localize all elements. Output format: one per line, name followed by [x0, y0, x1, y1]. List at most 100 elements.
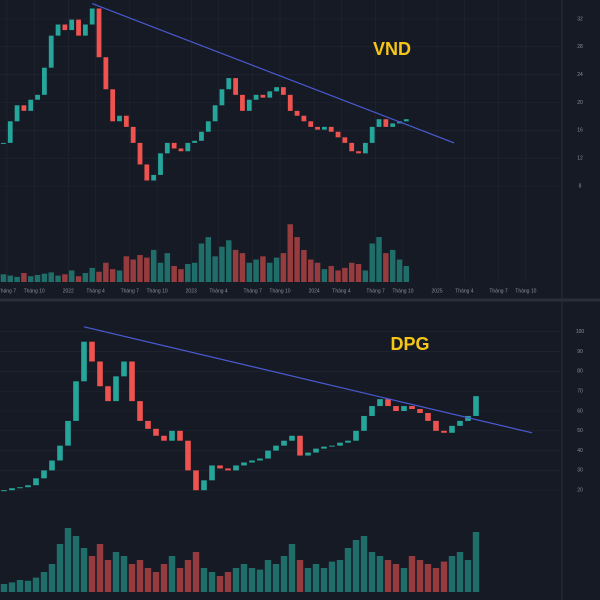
volume-bar	[320, 568, 328, 592]
volume-bar	[336, 560, 344, 592]
candle	[349, 142, 355, 152]
candle	[335, 131, 341, 138]
candle	[48, 35, 54, 68]
candle	[353, 430, 359, 441]
volume-bar	[185, 264, 191, 282]
candle	[1, 142, 6, 144]
y-tick-label: 32	[577, 16, 583, 22]
candle	[212, 105, 218, 122]
candle	[117, 115, 122, 122]
y-tick-label: 8	[579, 183, 582, 189]
volume-bar	[40, 572, 48, 592]
candle	[35, 94, 40, 100]
candle	[171, 142, 177, 149]
volume-bar	[120, 556, 128, 592]
volume-bar	[62, 274, 68, 282]
candle	[153, 428, 159, 436]
volume-bar	[150, 249, 157, 282]
candle	[289, 435, 295, 441]
volume-bar	[287, 224, 293, 282]
candle	[193, 470, 199, 491]
y-tick-label: 70	[577, 389, 583, 395]
x-tick-label: Tháng 4	[86, 288, 105, 294]
volume-bar	[328, 265, 334, 282]
candle	[178, 148, 184, 152]
volume-bar	[109, 269, 116, 282]
volume-bar	[14, 276, 20, 282]
candle	[137, 142, 143, 165]
candle	[177, 430, 183, 441]
volume-bar	[72, 536, 80, 592]
x-tick-label: Tháng 7	[489, 288, 508, 294]
volume-bar	[472, 532, 480, 592]
volume-bar	[41, 273, 48, 282]
candle	[21, 105, 27, 111]
candle	[110, 89, 116, 122]
candle	[322, 126, 327, 130]
volume-bar	[0, 584, 8, 592]
candle	[81, 341, 87, 382]
volume-bar	[335, 270, 341, 282]
volume-bar	[368, 552, 376, 592]
volume-bar	[32, 577, 40, 592]
candle	[73, 381, 79, 421]
trendline	[83, 326, 533, 434]
candle	[233, 78, 238, 95]
volume-bar	[34, 274, 41, 282]
candle	[145, 420, 151, 429]
volume-bar	[96, 544, 104, 592]
candle	[209, 465, 215, 481]
candle	[97, 361, 103, 387]
candle	[342, 137, 348, 143]
volume-bar	[224, 572, 232, 592]
candle	[89, 341, 95, 362]
candle	[257, 458, 263, 461]
volume-bar	[64, 528, 72, 592]
volume-bar	[448, 556, 456, 592]
volume-bar	[112, 552, 120, 592]
candle	[308, 121, 314, 127]
volume-bar	[226, 240, 232, 282]
volume-bar	[96, 271, 102, 282]
volume-bar	[232, 568, 240, 592]
volume-bar	[176, 568, 184, 592]
candle	[123, 115, 129, 127]
y-tick-label: 12	[577, 156, 583, 162]
candle	[345, 440, 351, 443]
candle	[281, 87, 286, 95]
volume-bar	[362, 270, 369, 282]
volume-bar	[348, 262, 355, 282]
candle	[376, 119, 382, 127]
candle	[337, 442, 343, 446]
candle	[151, 174, 157, 181]
candle	[192, 140, 198, 143]
candle	[55, 24, 61, 36]
candle	[49, 460, 55, 471]
candle	[9, 488, 15, 491]
candle	[233, 465, 239, 471]
volume-bar	[360, 536, 368, 592]
candle	[217, 465, 223, 469]
x-tick-label: Tháng 10	[24, 288, 45, 294]
volume-bar	[314, 262, 321, 282]
volume-bar	[136, 560, 144, 592]
x-tick-label: Tháng 7	[244, 288, 263, 294]
volume-bar	[200, 568, 208, 592]
volume-bar	[267, 262, 273, 282]
candle	[403, 119, 409, 122]
x-tick-label: Tháng 7	[366, 288, 385, 294]
volume-bar	[296, 560, 304, 592]
candle	[129, 361, 135, 402]
candle	[321, 446, 327, 449]
candle	[409, 406, 415, 410]
candle	[393, 406, 399, 411]
x-tick-label: Tháng 10	[392, 288, 413, 294]
volume-bar	[308, 259, 314, 282]
candle	[441, 430, 447, 433]
volume-bar	[246, 262, 252, 282]
y-tick-label: 50	[577, 428, 583, 434]
volume-bar	[304, 568, 312, 592]
volume-bar	[104, 560, 112, 592]
candle	[105, 386, 111, 402]
